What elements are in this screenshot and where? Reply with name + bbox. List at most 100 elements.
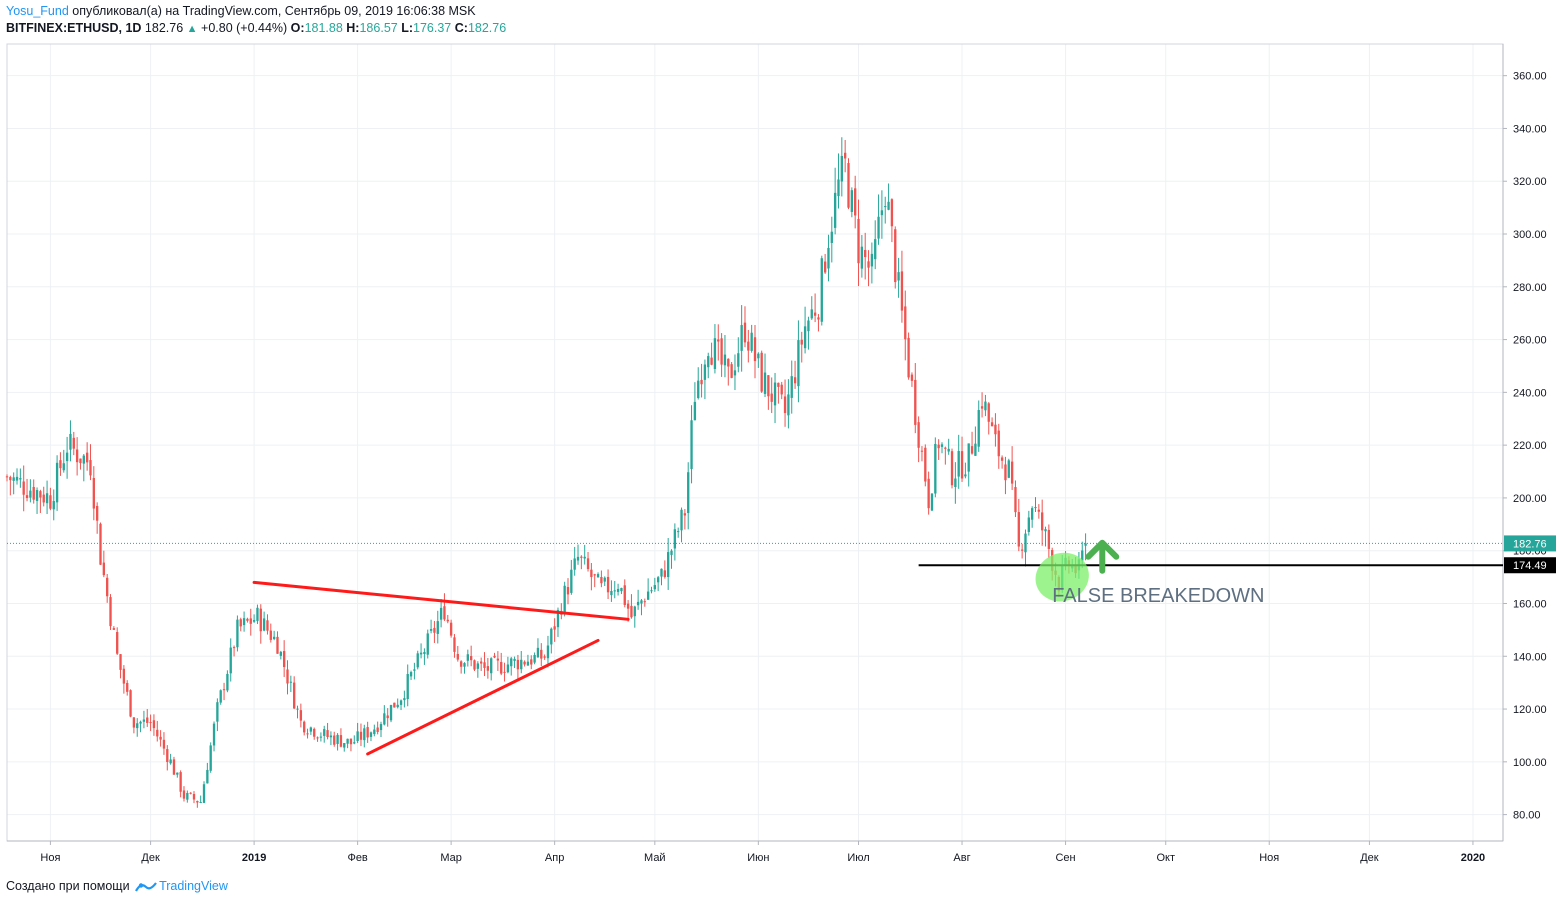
candle-body [353,742,356,744]
candle-body [833,192,837,228]
x-tick-label: Июн [747,852,769,864]
candle-body [226,673,229,691]
candle-body [95,505,99,521]
candle-body [473,660,476,670]
candle-body [887,201,890,210]
y-tick-label: 280.00 [1513,282,1547,294]
candle-body [129,690,132,717]
low-value: 176.37 [413,21,452,35]
candle-body [680,509,683,531]
candle-body [293,682,296,709]
footer: Создано при помощи TradingView [6,879,228,893]
candle-body [176,772,179,775]
candle-body [126,682,129,692]
candle-body [907,337,910,378]
close-label: C: [454,21,468,35]
candle-body [169,759,172,764]
candle-body [476,663,480,669]
candle-body [500,661,503,674]
candle-body [453,637,456,652]
candle-body [610,590,613,596]
candle-body [874,239,877,260]
candle-body [864,249,867,258]
candle-body [710,357,713,365]
candle-body [45,493,49,504]
candle-body [299,710,303,721]
candle-body [463,663,466,667]
candle-body [707,356,710,368]
candle-body [847,163,850,208]
candle-body [152,720,156,729]
candle-body [934,443,937,494]
candle-body [349,738,353,745]
candle-body [79,458,82,464]
open-value: 181.88 [304,21,343,35]
candle-body [924,447,927,482]
candle-body [553,626,556,630]
y-tick-label: 200.00 [1513,493,1547,505]
candle-body [867,261,870,268]
x-tick-label: Сен [1055,852,1075,864]
support-price-badge: 174.49 [1513,560,1547,572]
author-link[interactable]: Yosu_Fund [6,4,69,18]
candle-body [423,652,426,654]
candle-body [960,451,964,479]
candle-body [964,474,967,477]
candle-body [339,735,343,747]
candle-body [62,463,65,471]
candle-body [653,585,656,590]
candle-body [409,672,413,677]
candle-body [119,654,122,670]
candle-body [490,658,493,674]
candle-body [192,794,196,800]
x-tick-label: Ноя [40,852,60,864]
candle-body [449,622,453,636]
candle-body [753,337,757,362]
candle-body [196,800,199,803]
candle-body [199,801,202,803]
candle-body [530,659,533,665]
candle-body [182,790,186,799]
y-tick-label: 240.00 [1513,387,1547,399]
candle-body [503,671,506,673]
candle-body [189,792,192,794]
candle-body [843,152,847,159]
candle-body [837,179,840,197]
candle-body [807,320,810,332]
candle-body [1027,517,1030,532]
candle-body [770,393,773,402]
candle-body [613,590,616,592]
candle-body [202,784,206,803]
candle-body [667,552,670,578]
candle-body [643,601,646,603]
candle-body [232,647,236,649]
y-tick-label: 100.00 [1513,757,1547,769]
candle-body [636,601,640,606]
symbol-name[interactable]: BITFINEX:ETHUSD, 1D [6,21,142,35]
candle-body [944,447,947,449]
candle-body [790,376,793,398]
candle-body [319,736,323,738]
candle-body [159,736,162,740]
x-tick-label: Авг [953,852,970,864]
candle-body [439,607,443,620]
candle-body [1004,464,1007,481]
chart-grid [7,44,1503,841]
candle-body [703,364,707,380]
candle-body [513,658,516,661]
tradingview-link[interactable]: TradingView [159,879,228,893]
candle-body [25,495,29,499]
y-tick-label: 80.00 [1513,810,1541,822]
candle-body [222,689,226,691]
candle-body [563,585,566,615]
last-price-badge-bg [1504,535,1556,552]
low-label: L: [401,21,414,35]
y-tick-label: 120.00 [1513,704,1547,716]
candle-body [65,452,69,462]
candle-body [777,382,780,387]
candle-body [379,724,383,731]
candle-body [149,722,152,724]
candle-body [139,721,142,724]
candle-body [1024,533,1027,553]
